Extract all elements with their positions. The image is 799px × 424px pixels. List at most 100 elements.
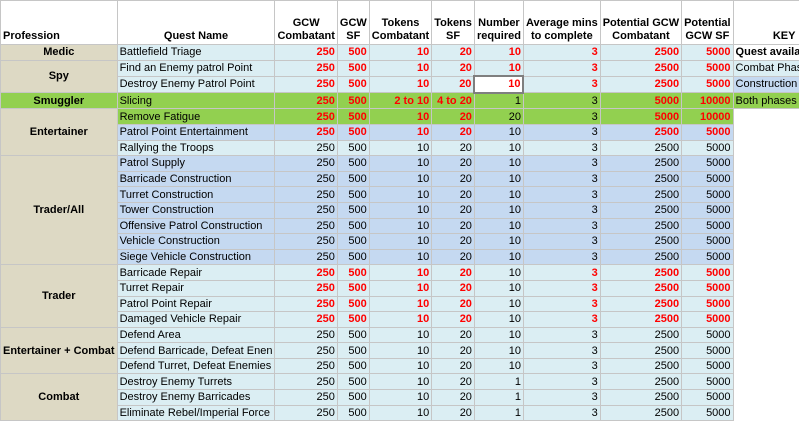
gcw-sf-cell[interactable]: 500: [336, 326, 370, 344]
tokens-sf-cell[interactable]: 20: [431, 264, 475, 281]
gcw-combatant-cell[interactable]: 250: [274, 123, 338, 141]
gcw-sf-cell[interactable]: 500: [336, 108, 370, 125]
potential-combatant-cell[interactable]: 2500: [599, 373, 683, 391]
tokens-sf-cell[interactable]: 20: [431, 108, 475, 125]
average-mins-cell[interactable]: 3: [522, 92, 601, 110]
tokens-sf-cell[interactable]: 20: [431, 326, 475, 344]
tokens-combatant-cell[interactable]: 10: [368, 264, 433, 281]
potential-sf-cell[interactable]: 5000: [681, 186, 734, 203]
tokens-sf-cell[interactable]: 20: [431, 44, 475, 61]
average-mins-cell[interactable]: 3: [522, 373, 601, 391]
header-average-mins[interactable]: Average mins to complete: [522, 0, 601, 45]
empty-cell[interactable]: [733, 358, 799, 374]
gcw-sf-cell[interactable]: 500: [336, 123, 370, 141]
gcw-combatant-cell[interactable]: 250: [274, 92, 338, 110]
potential-sf-cell[interactable]: 5000: [681, 217, 734, 235]
potential-sf-cell[interactable]: 5000: [681, 170, 734, 188]
number-required-cell[interactable]: 10: [473, 201, 524, 219]
tokens-sf-cell[interactable]: 20: [431, 311, 475, 328]
number-required-cell[interactable]: 10: [473, 233, 524, 250]
number-required-cell[interactable]: 10: [473, 155, 524, 172]
average-mins-cell[interactable]: 3: [522, 404, 601, 422]
average-mins-cell[interactable]: 3: [522, 264, 601, 281]
key-legend-cell[interactable]: Quest available in:: [732, 44, 799, 61]
quest-name-cell[interactable]: Turret Repair: [116, 279, 276, 297]
quest-name-cell[interactable]: Barricade Construction: [116, 170, 276, 188]
quest-name-cell[interactable]: Patrol Point Entertainment: [116, 123, 276, 141]
tokens-sf-cell[interactable]: 20: [431, 139, 475, 157]
tokens-combatant-cell[interactable]: 10: [368, 342, 433, 359]
gcw-sf-cell[interactable]: 500: [336, 201, 370, 219]
quest-name-cell[interactable]: Rallying the Troops: [116, 139, 276, 157]
gcw-combatant-cell[interactable]: 250: [274, 233, 338, 250]
potential-sf-cell[interactable]: 5000: [681, 326, 734, 344]
tokens-combatant-cell[interactable]: 10: [368, 186, 433, 203]
tokens-combatant-cell[interactable]: 10: [368, 279, 433, 297]
potential-sf-cell[interactable]: 5000: [681, 311, 734, 328]
empty-cell[interactable]: [733, 342, 799, 359]
empty-cell[interactable]: [733, 249, 799, 265]
profession-cell[interactable]: Spy: [0, 59, 118, 94]
number-required-cell[interactable]: 10: [473, 342, 524, 359]
gcw-sf-cell[interactable]: 500: [336, 264, 370, 281]
number-required-cell[interactable]: 10: [473, 170, 524, 188]
gcw-combatant-cell[interactable]: 250: [274, 389, 338, 406]
average-mins-cell[interactable]: 3: [522, 59, 601, 77]
average-mins-cell[interactable]: 3: [522, 295, 601, 313]
number-required-cell[interactable]: 10: [473, 186, 524, 203]
gcw-sf-cell[interactable]: 500: [336, 248, 370, 266]
quest-name-cell[interactable]: Barricade Repair: [116, 264, 276, 281]
gcw-combatant-cell[interactable]: 250: [274, 373, 338, 391]
header-tokens-combatant[interactable]: Tokens Combatant: [368, 0, 433, 45]
gcw-combatant-cell[interactable]: 250: [274, 404, 338, 422]
tokens-combatant-cell[interactable]: 10: [368, 404, 433, 422]
gcw-sf-cell[interactable]: 500: [336, 92, 370, 110]
gcw-combatant-cell[interactable]: 250: [274, 264, 338, 281]
number-required-cell[interactable]: 1: [473, 389, 524, 406]
average-mins-cell[interactable]: 3: [522, 139, 601, 157]
gcw-combatant-cell[interactable]: 250: [274, 279, 338, 297]
quest-name-cell[interactable]: Eliminate Rebel/Imperial Force: [116, 404, 276, 422]
potential-sf-cell[interactable]: 5000: [681, 404, 734, 422]
average-mins-cell[interactable]: 3: [522, 155, 601, 172]
number-required-cell[interactable]: 10: [473, 279, 524, 297]
gcw-sf-cell[interactable]: 500: [336, 217, 370, 235]
tokens-combatant-cell[interactable]: 10: [368, 44, 433, 61]
quest-name-cell[interactable]: Destroy Enemy Turrets: [116, 373, 276, 391]
quest-name-cell[interactable]: Slicing: [116, 92, 276, 110]
number-required-cell[interactable]: 10: [473, 123, 524, 141]
tokens-sf-cell[interactable]: 20: [431, 248, 475, 266]
tokens-combatant-cell[interactable]: 2 to 10: [368, 92, 433, 110]
average-mins-cell[interactable]: 3: [522, 44, 601, 61]
potential-sf-cell[interactable]: 5000: [681, 155, 734, 172]
potential-sf-cell[interactable]: 10000: [681, 92, 734, 110]
potential-sf-cell[interactable]: 5000: [681, 123, 734, 141]
number-required-cell[interactable]: 10: [473, 75, 525, 94]
empty-cell[interactable]: [733, 202, 799, 219]
empty-cell[interactable]: [733, 327, 799, 343]
quest-name-cell[interactable]: Siege Vehicle Construction: [116, 248, 276, 266]
average-mins-cell[interactable]: 3: [522, 201, 601, 219]
potential-combatant-cell[interactable]: 2500: [599, 311, 683, 328]
potential-sf-cell[interactable]: 5000: [681, 295, 734, 313]
number-required-cell[interactable]: 10: [473, 311, 524, 328]
potential-combatant-cell[interactable]: 5000: [599, 92, 683, 110]
quest-name-cell[interactable]: Defend Area: [116, 326, 276, 344]
header-tokens-sf[interactable]: Tokens SF: [431, 0, 475, 45]
number-required-cell[interactable]: 20: [473, 108, 524, 125]
gcw-combatant-cell[interactable]: 250: [274, 108, 338, 125]
quest-name-cell[interactable]: Offensive Patrol Construction: [116, 217, 276, 235]
potential-sf-cell[interactable]: 5000: [681, 264, 734, 281]
average-mins-cell[interactable]: 3: [522, 123, 601, 141]
gcw-combatant-cell[interactable]: 250: [274, 155, 338, 172]
gcw-sf-cell[interactable]: 500: [336, 186, 370, 203]
gcw-combatant-cell[interactable]: 250: [274, 201, 338, 219]
gcw-combatant-cell[interactable]: 250: [274, 357, 338, 375]
tokens-combatant-cell[interactable]: 10: [368, 123, 433, 141]
quest-name-cell[interactable]: Defend Barricade, Defeat Enen: [116, 342, 276, 359]
tokens-combatant-cell[interactable]: 10: [368, 389, 433, 406]
gcw-sf-cell[interactable]: 500: [336, 139, 370, 157]
number-required-cell[interactable]: 1: [473, 373, 524, 391]
tokens-sf-cell[interactable]: 20: [431, 279, 475, 297]
empty-cell[interactable]: [733, 218, 799, 234]
